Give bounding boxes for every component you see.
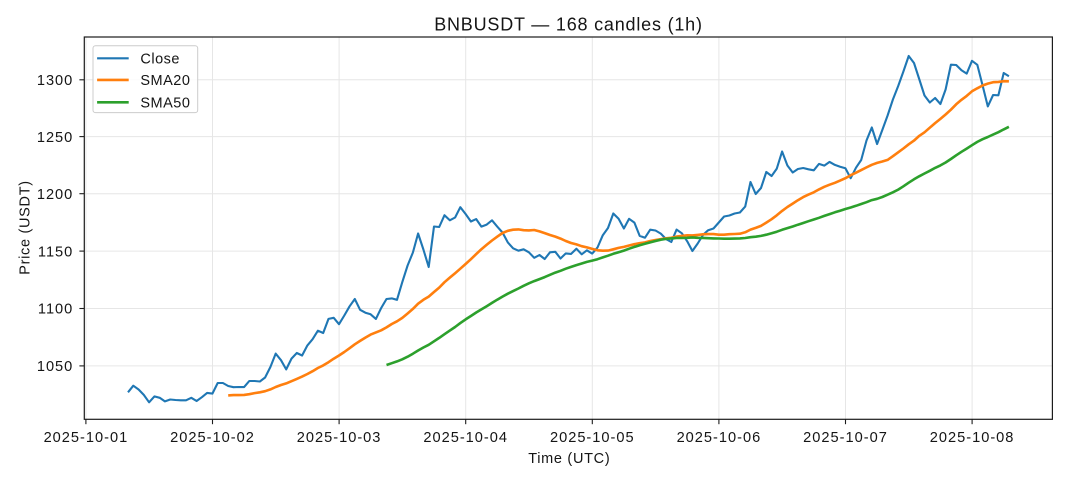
svg-text:Price (USDT): Price (USDT) — [18, 180, 34, 275]
svg-text:1300: 1300 — [37, 73, 73, 89]
svg-text:BNBUSDT — 168 candles (1h): BNBUSDT — 168 candles (1h) — [434, 14, 703, 34]
svg-text:SMA20: SMA20 — [140, 73, 190, 89]
svg-text:1200: 1200 — [37, 187, 73, 203]
svg-text:2025-10-07: 2025-10-07 — [803, 430, 888, 446]
svg-text:2025-10-06: 2025-10-06 — [677, 430, 762, 446]
svg-text:2025-10-05: 2025-10-05 — [550, 430, 635, 446]
svg-text:Time (UTC): Time (UTC) — [528, 451, 610, 467]
svg-text:1050: 1050 — [37, 359, 73, 375]
svg-text:1100: 1100 — [38, 302, 73, 318]
svg-text:1150: 1150 — [38, 244, 73, 260]
svg-text:2025-10-08: 2025-10-08 — [930, 430, 1015, 446]
svg-text:Close: Close — [140, 52, 180, 68]
svg-text:2025-10-03: 2025-10-03 — [297, 430, 382, 446]
svg-text:SMA50: SMA50 — [140, 96, 190, 112]
svg-text:1250: 1250 — [37, 130, 73, 146]
svg-text:2025-10-04: 2025-10-04 — [423, 430, 508, 446]
svg-text:2025-10-02: 2025-10-02 — [170, 430, 255, 446]
svg-text:2025-10-01: 2025-10-01 — [44, 430, 129, 446]
